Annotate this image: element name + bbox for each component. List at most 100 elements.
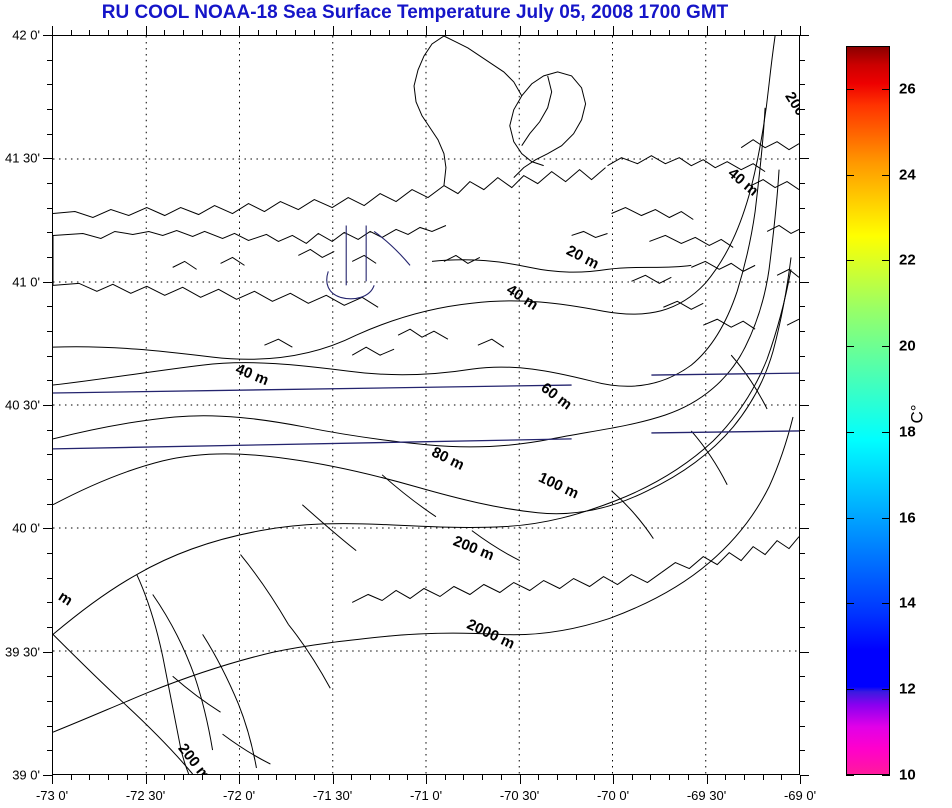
y-axis-minor-tick (47, 479, 52, 480)
colorbar-tick-label: 10 (899, 766, 916, 784)
colorbar-tick (846, 517, 854, 519)
page-title: RU COOL NOAA-18 Sea Surface Temperature … (101, 2, 729, 23)
contour-label: 20 m (564, 242, 602, 273)
x-axis-major-tick (52, 775, 53, 784)
y-axis-minor-tick (47, 429, 52, 431)
x-axis-minor-tick (631, 30, 633, 35)
colorbar-tick-label: 14 (899, 594, 916, 612)
x-axis-minor-tick (388, 775, 390, 780)
x-axis-minor-tick (650, 30, 652, 35)
x-axis-minor-tick (669, 775, 671, 780)
contour-label: 200 m (451, 533, 497, 565)
y-axis-minor-tick (800, 380, 805, 382)
y-axis-major-tick-right (800, 158, 809, 160)
isobath-80m (53, 169, 780, 448)
colorbar-tick-label: 12 (899, 680, 916, 698)
y-axis-minor-tick (47, 380, 52, 382)
y-axis-minor-tick (800, 429, 805, 431)
x-axis-minor-tick (220, 30, 222, 35)
y-axis-minor-tick (800, 109, 805, 110)
x-axis-major-tick-top (52, 26, 53, 35)
x-axis-major-tick (239, 775, 240, 784)
x-axis-major-tick-top (613, 26, 614, 35)
x-axis-label: -69 0' (783, 788, 817, 803)
contour-label: m (55, 588, 75, 609)
y-axis-minor-tick (47, 183, 52, 184)
x-axis-minor-tick (108, 775, 110, 780)
y-axis-minor-tick (800, 503, 805, 505)
x-axis-minor-tick (631, 775, 633, 780)
y-axis-minor-tick (800, 725, 805, 727)
y-axis-minor-tick (47, 725, 52, 727)
isobath-60m (53, 107, 766, 387)
x-axis-minor-tick (538, 30, 540, 35)
x-axis-major-tick (613, 775, 614, 784)
isobath-40m (53, 36, 776, 360)
contour-label: 40 m (725, 165, 762, 200)
isobath-100m (53, 257, 792, 515)
colorbar-tick (846, 689, 854, 691)
x-axis-minor-tick (126, 30, 128, 35)
colorbar-tick (846, 775, 854, 776)
contour-label: 40 m (233, 361, 271, 390)
x-axis-minor-tick (725, 775, 727, 780)
x-axis-minor-tick (500, 30, 502, 35)
map-canvas: 200 m 40 m 20 m 40 m 40 m 60 m 80 m 100 … (53, 36, 799, 774)
x-axis-label: -70 30' (499, 788, 540, 803)
x-axis-major-tick-top (706, 26, 708, 35)
y-axis-major-tick (43, 651, 52, 653)
x-axis-minor-tick (201, 30, 203, 35)
x-axis-minor-tick (388, 30, 390, 35)
x-axis-minor-tick (743, 775, 745, 780)
y-axis-minor-tick (800, 676, 805, 678)
x-axis-label: -70 0' (596, 788, 630, 803)
colorbar-tick-right (882, 88, 890, 90)
x-axis-major-tick-top (332, 26, 334, 35)
colorbar[interactable] (846, 46, 890, 775)
x-axis-minor-tick (556, 30, 558, 35)
gridlines (53, 36, 799, 774)
contour-label: 80 m (429, 444, 467, 474)
y-axis-minor-tick (47, 503, 52, 505)
x-axis-minor-tick (351, 30, 353, 35)
map-plot-area[interactable]: 200 m 40 m 20 m 40 m 40 m 60 m 80 m 100 … (52, 35, 800, 775)
y-axis-minor-tick (800, 454, 805, 456)
y-axis-minor-tick (800, 577, 805, 579)
x-axis-minor-tick (463, 775, 465, 780)
colorbar-gradient (846, 46, 890, 775)
y-axis-minor-tick (800, 701, 805, 702)
y-axis-minor-tick (800, 750, 805, 752)
y-axis-minor-tick (800, 553, 805, 554)
colorbar-tick (846, 346, 854, 348)
y-axis-minor-tick (800, 133, 805, 135)
x-axis-minor-tick (89, 775, 91, 780)
colorbar-tick-right (882, 603, 890, 605)
colorbar-tick-right (882, 346, 890, 348)
y-axis-minor-tick (800, 232, 805, 234)
y-axis-minor-tick (800, 306, 805, 308)
x-axis-minor-tick (687, 775, 689, 780)
x-axis-minor-tick (482, 30, 484, 35)
x-axis-minor-tick (781, 775, 783, 780)
x-axis-minor-tick (313, 775, 315, 780)
y-axis-minor-tick (800, 602, 805, 604)
x-axis-minor-tick (164, 775, 166, 780)
transect-vertical (326, 225, 411, 300)
colorbar-tick-label: 24 (899, 166, 916, 184)
x-axis-minor-tick (369, 30, 371, 35)
shelf-detail (152, 354, 768, 769)
x-axis-major-tick (800, 775, 801, 784)
y-axis-minor-tick (47, 602, 52, 604)
y-axis-minor-tick (47, 355, 52, 357)
y-axis-minor-tick (800, 627, 805, 628)
x-axis-label: -71 30' (312, 788, 353, 803)
y-axis-label: 41 0' (12, 274, 40, 290)
isobath-2000m (53, 416, 799, 733)
colorbar-tick-label: 20 (899, 337, 916, 355)
x-axis-minor-tick (650, 775, 652, 780)
colorbar-tick (846, 431, 854, 433)
y-axis-minor-tick (47, 207, 52, 209)
y-axis-minor-tick (47, 750, 52, 752)
colorbar-tick-right (882, 689, 890, 691)
x-axis-minor-tick (201, 775, 203, 780)
